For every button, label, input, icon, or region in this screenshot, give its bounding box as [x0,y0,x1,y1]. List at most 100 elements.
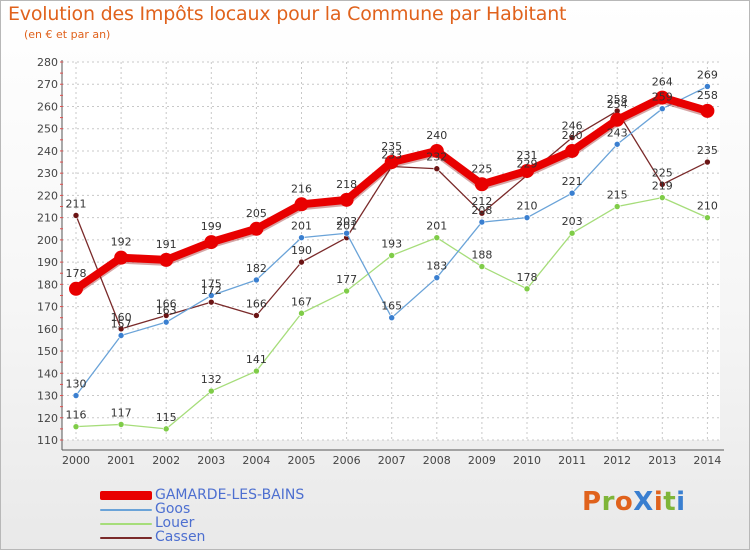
data-point [433,234,441,241]
data-point [568,189,576,197]
data-label: 116 [66,409,87,422]
data-label: 225 [471,162,492,175]
logo-letter: t [663,487,677,517]
data-point [388,252,396,259]
data-point [704,158,711,166]
data-point [478,209,486,217]
data-label: 210 [697,200,718,213]
y-tick-label: 200 [37,234,58,247]
data-point [253,276,260,284]
data-label: 201 [426,220,447,233]
data-point [384,155,399,170]
data-label: 246 [562,120,583,133]
data-label: 182 [246,262,267,275]
data-point [208,292,215,299]
axes: 110 120 130 140 150 160 170 180 190 200 210 220 230 2… [37,56,724,467]
data-point [208,298,215,306]
data-point [298,309,305,317]
data-label: 177 [336,273,357,286]
data-label: 201 [291,220,312,233]
data-label: 167 [291,295,312,308]
data-label: 130 [66,378,87,391]
legend-label: Cassen [155,529,206,545]
data-label: 132 [201,373,222,386]
data-point [658,105,666,112]
series-gamarde-les-bains [69,90,715,296]
data-label: 188 [471,249,492,262]
data-label: 210 [517,200,538,213]
data-label: 240 [426,129,447,142]
data-point [72,423,80,430]
data-point [520,163,534,178]
data-point [294,197,309,212]
data-label: 225 [652,166,673,179]
data-point [117,325,125,333]
data-point [523,285,531,293]
logo-letter: P [582,487,602,517]
y-tick-label: 280 [37,56,58,69]
logo-letter: i [653,487,664,517]
data-point [433,165,441,173]
logo-letter: i [676,487,686,517]
x-tick-label: 2007 [378,454,406,467]
data-label: 141 [246,353,267,366]
legend-swatch [100,509,152,511]
data-label: 232 [426,151,447,164]
data-point [474,177,489,192]
chart-subtitle: (en € et par an) [24,28,111,41]
data-point [568,134,576,141]
data-label: 235 [381,140,402,153]
data-label: 211 [66,197,87,210]
x-tick-label: 2013 [648,454,676,467]
data-point [433,274,441,281]
y-tick-label: 190 [37,256,58,269]
data-label: 117 [111,406,132,419]
data-point [478,218,486,226]
data-label: 183 [426,260,447,273]
x-tick-label: 2014 [693,454,721,467]
data-label: 166 [246,297,267,310]
data-label: 191 [156,238,177,251]
y-tick-label: 250 [37,123,58,136]
data-label: 175 [201,277,222,290]
y-tick-label: 130 [37,390,58,403]
data-label: 203 [336,215,357,228]
data-label: 240 [562,129,583,142]
data-point [700,103,715,118]
data-point [343,229,350,237]
logo-letter: X [633,487,654,517]
data-point [162,318,170,326]
data-label: 259 [652,91,673,104]
data-point [117,332,125,339]
x-tick-label: 2000 [62,454,90,467]
data-point [658,180,666,188]
x-tick-label: 2005 [288,454,316,467]
data-label: 205 [246,207,267,220]
data-label: 258 [607,93,628,106]
data-point [478,263,486,270]
legend-label: Goos [155,501,191,517]
data-label: 235 [697,144,718,157]
data-label: 192 [111,236,132,249]
y-tick-label: 110 [37,434,58,447]
proxiti-logo: ProXiti [582,487,686,517]
data-point [523,214,531,221]
data-label: 201 [336,220,357,233]
x-tick-label: 2004 [242,454,270,467]
data-label: 219 [652,180,673,193]
data-point [429,143,444,158]
data-label: 199 [201,220,222,233]
y-tick-label: 210 [37,212,58,225]
y-tick-label: 180 [37,278,58,291]
data-point [253,312,260,319]
data-label: 254 [607,98,628,111]
chart-title: Evolution des Impôts locaux pour la Comm… [8,3,567,25]
data-label: 264 [652,76,673,89]
y-tick-label: 150 [37,345,58,358]
data-label: 218 [336,178,357,191]
data-label: 258 [697,89,718,102]
data-label: 190 [291,244,312,257]
data-point [339,192,354,207]
